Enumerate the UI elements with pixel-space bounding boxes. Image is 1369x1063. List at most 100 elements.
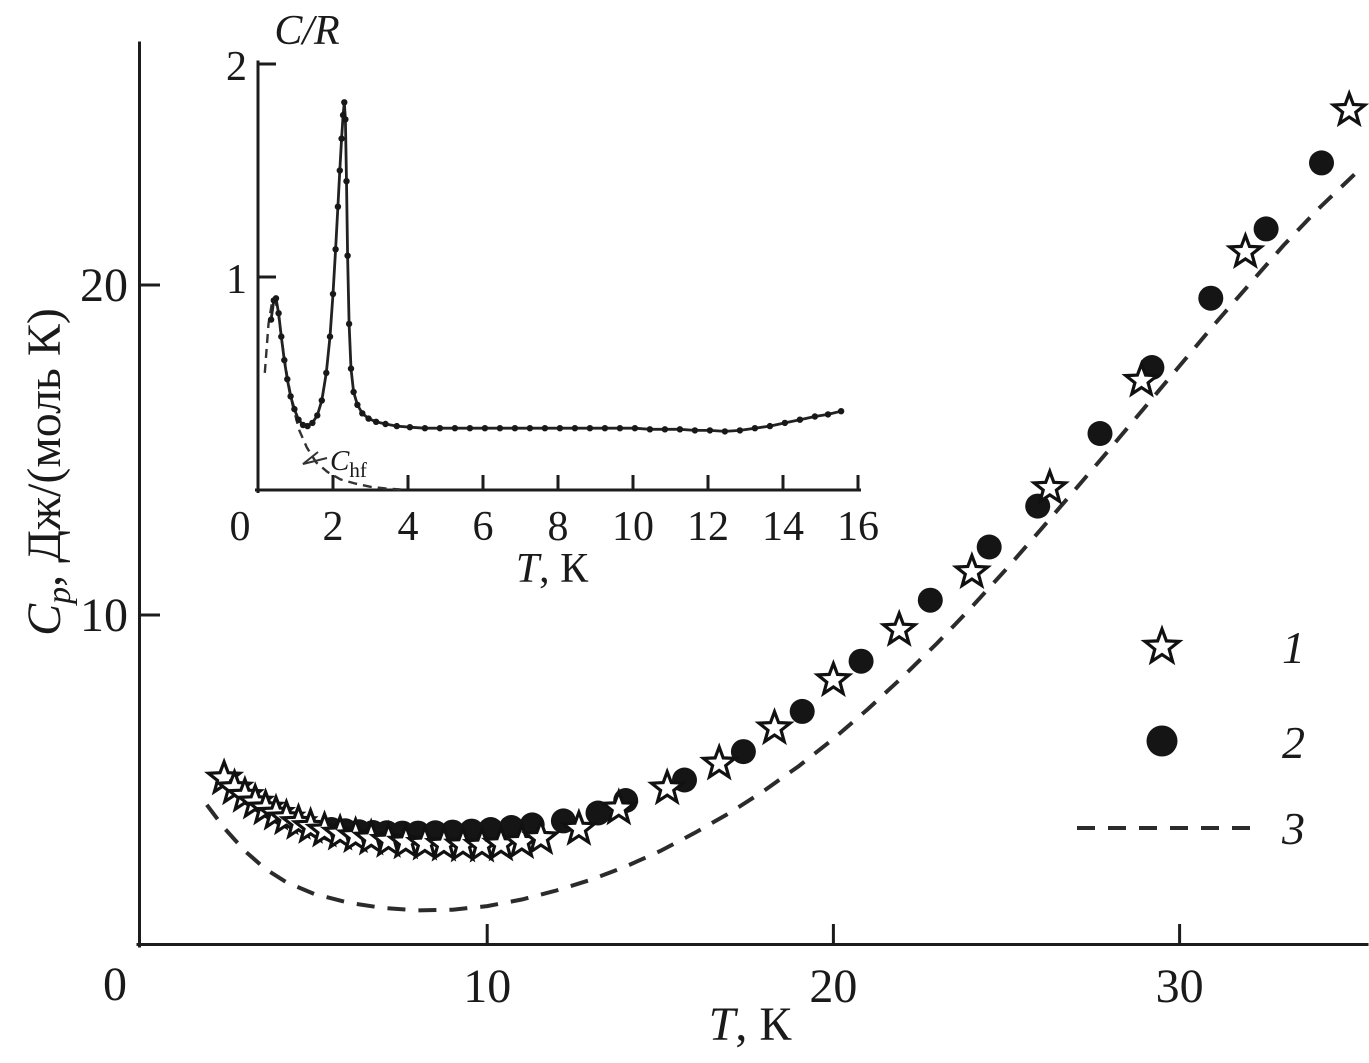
data-point-star [879, 608, 920, 647]
main-x-axis-label: T, К [709, 998, 793, 1051]
inset-data-dot [526, 425, 534, 432]
data-point-star [351, 817, 392, 856]
inset-data-dot [811, 413, 819, 420]
data-point-circle [1087, 421, 1113, 446]
inset-y-tick-label: 1 [226, 257, 247, 303]
inset-data-dot [365, 415, 372, 422]
dashed-curve-series-3 [205, 168, 1361, 913]
inset-data-dot [347, 365, 355, 372]
data-point-star [1121, 359, 1162, 398]
inset-x-tick-label: 12 [687, 504, 729, 550]
inset-data-dot [341, 99, 348, 106]
inset-data-dot [359, 410, 366, 417]
inset-data-dot [496, 425, 504, 432]
inset-data-dot [372, 418, 380, 425]
inset-data-dot [326, 333, 334, 340]
inset-data-dot [332, 246, 339, 253]
inset-data-dot [338, 135, 345, 142]
inset-data-dot [309, 419, 316, 427]
data-point-star [951, 551, 992, 590]
inset-data-dot [344, 252, 351, 259]
inset-y-axis-title: C/R [274, 8, 339, 54]
data-point-circle [1253, 216, 1279, 242]
legend-label-2: 2 [1282, 717, 1305, 768]
data-point-circle [1309, 150, 1334, 176]
inset-data-dot [721, 428, 729, 435]
inset-x-origin-label: 0 [230, 504, 251, 550]
inset-data-dot [267, 316, 275, 323]
legend-open-star-icon [1140, 624, 1184, 666]
inset-data-dot [382, 420, 389, 428]
main-x-tick-label: 30 [1156, 960, 1204, 1013]
inset-data-dot [304, 422, 311, 430]
inset-x-tick-label: 10 [612, 504, 654, 550]
inset-data-dot [751, 425, 759, 432]
inset-data-dot [541, 425, 549, 432]
inset-data-dot [781, 419, 789, 427]
legend-label-3: 3 [1281, 803, 1305, 854]
data-point-circle [848, 648, 874, 674]
data-point-star [520, 817, 561, 856]
main-x-tick-label: 10 [463, 960, 511, 1013]
chf-pointer-arrow [302, 451, 328, 465]
inset-data-dot [824, 411, 832, 418]
inset-data-dot [601, 425, 609, 432]
data-point-circle [789, 698, 815, 724]
inset-data-dot [511, 425, 519, 432]
inset-x-axis-label: T, К [516, 546, 589, 592]
main-y-tick-label: 20 [80, 259, 128, 312]
inset-data-dot [342, 116, 349, 123]
data-point-star [558, 807, 599, 846]
inset-x-tick-label: 2 [323, 504, 344, 550]
inset-data-dot [421, 425, 429, 432]
inset-data-dot [676, 426, 684, 433]
data-point-circle [976, 534, 1002, 560]
inset-data-dot [295, 416, 302, 423]
main-y-tick-label: 10 [80, 589, 128, 642]
data-point-star [813, 658, 854, 698]
inset-data-dot [350, 388, 357, 396]
inset-data-series [263, 99, 845, 491]
inset-data-dot [393, 422, 400, 430]
inset-data-dot [291, 405, 298, 413]
inset-data-dot [616, 425, 624, 432]
inset-x-tick-label: 16 [837, 504, 879, 550]
inset-data-dot [706, 427, 714, 434]
data-point-circle [585, 800, 611, 826]
inset-data-dot [354, 401, 361, 408]
inset-data-dot [837, 408, 845, 415]
inset-data-dot [284, 376, 291, 383]
inset-data-dot [691, 427, 699, 434]
inset-data-dot [406, 424, 414, 431]
inset-x-tick-label: 4 [398, 504, 419, 550]
inset-data-dot [796, 416, 804, 423]
legend-label-1: 1 [1282, 622, 1305, 673]
inset-data-dot [278, 333, 285, 340]
inset-data-dot [631, 425, 639, 432]
inset-data-dot [556, 425, 564, 432]
inset-data-dot [281, 356, 288, 364]
inset-data-dot [275, 310, 282, 317]
legend-markers [1077, 624, 1250, 830]
data-point-star [1029, 466, 1070, 505]
inset-x-tick-label: 6 [473, 504, 494, 550]
inset-data-dot [436, 425, 444, 432]
main-data-series [204, 89, 1369, 913]
data-point-circle [1198, 285, 1224, 311]
data-point-star [598, 787, 639, 826]
inset-data-dot [571, 425, 579, 432]
chf-annotation: Chf [330, 445, 367, 482]
inset-data-dot [287, 393, 294, 400]
data-point-star [754, 707, 795, 746]
inset-data-dot [334, 203, 342, 210]
legend-filled-circle-icon [1146, 725, 1178, 757]
inset-data-dot [646, 426, 654, 433]
data-point-star [699, 742, 740, 781]
inset-data-dot [451, 425, 459, 432]
inset-data-dot [766, 422, 774, 430]
main-x-origin-label: 0 [103, 958, 127, 1011]
inset-x-tick-label: 8 [548, 504, 569, 550]
